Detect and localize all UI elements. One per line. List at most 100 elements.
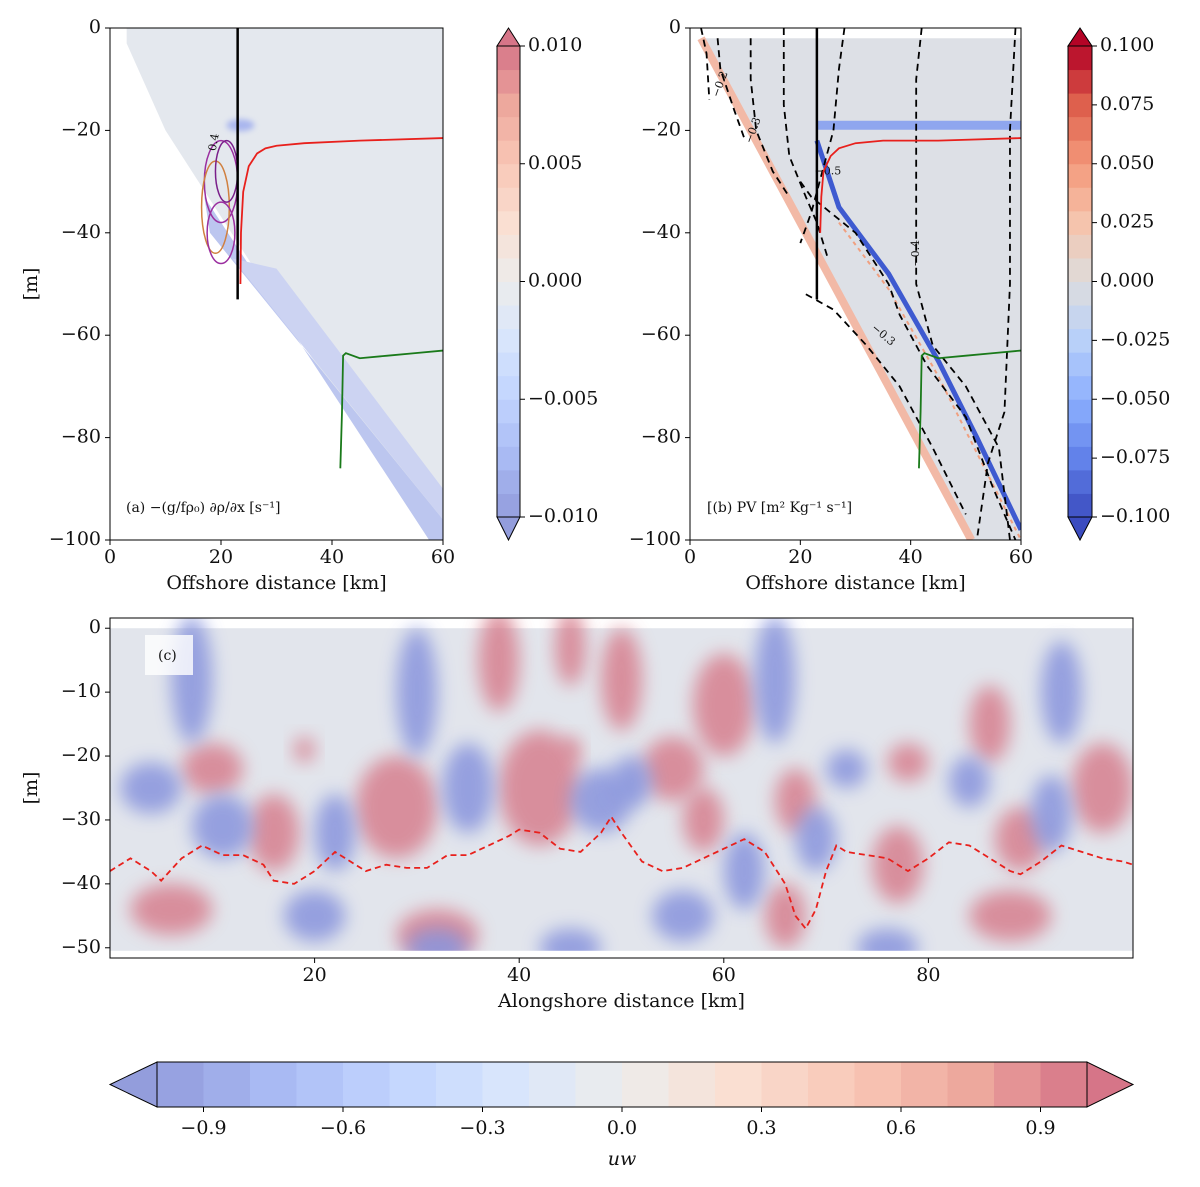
colorbar-band	[715, 1062, 762, 1107]
line	[239, 137, 443, 285]
colorbar-extend	[496, 27, 521, 47]
y-tick-label: 0	[89, 16, 101, 38]
x-tick-label: 80	[916, 964, 940, 986]
field-negative	[232, 258, 443, 520]
y-tick-label: −100	[629, 528, 681, 550]
contour-blob	[652, 890, 714, 942]
plot-area	[110, 618, 1133, 958]
contour-blob	[723, 832, 765, 910]
x-tick-label: 40	[507, 964, 531, 986]
colorbar-tick-label: −0.050	[1100, 387, 1170, 409]
colorbar-tick-label: 0.000	[528, 270, 582, 292]
colorbar-band	[436, 1062, 483, 1107]
colorbar-band	[1040, 1062, 1088, 1107]
colorbar-band	[1068, 210, 1092, 235]
colorbar-band	[622, 1062, 669, 1107]
contour-blob	[191, 794, 254, 859]
contour-blob	[887, 743, 929, 782]
colorbar-label: uw	[608, 1148, 637, 1170]
x-axis-label: Alongshore distance [km]	[497, 990, 745, 1012]
field	[701, 38, 1021, 540]
contour-label: −0.4	[909, 240, 922, 267]
contour-blob	[764, 883, 806, 948]
field-negative	[204, 196, 443, 540]
colorbar-extend	[1067, 516, 1093, 542]
x-tick-label: 40	[899, 546, 923, 568]
colorbar-band	[497, 116, 520, 141]
annotation-box	[145, 635, 193, 675]
colorbar-band	[497, 422, 520, 447]
diag-negative	[814, 139, 1021, 531]
contour-blob	[560, 736, 581, 763]
colorbar-extend	[1086, 1061, 1135, 1108]
axes-frame	[109, 617, 1134, 959]
colorbar-band	[497, 163, 520, 188]
contour-blob	[120, 762, 182, 814]
colorbar-band	[1068, 116, 1092, 141]
colorbar-extend	[496, 516, 521, 542]
pv-contour	[915, 28, 1011, 540]
colorbar-tick-label: 0.010	[528, 34, 582, 56]
y-tick-label: −50	[61, 936, 101, 958]
contour-blob	[294, 736, 315, 763]
contour-blob	[555, 618, 586, 686]
axes-frame	[689, 27, 1022, 541]
contour-blob	[478, 618, 520, 712]
y-axis-label: [m]	[20, 772, 42, 805]
contour-blob	[442, 743, 494, 833]
colorbar-band	[497, 352, 520, 377]
contour-blob	[754, 618, 796, 744]
contour-blob	[682, 787, 724, 852]
colorbar-band	[668, 1062, 716, 1107]
colorbar-band	[157, 1062, 204, 1107]
x-tick-label: 20	[788, 546, 812, 568]
contour-blob	[948, 756, 990, 808]
colorbar-tick-label: −0.005	[528, 387, 598, 409]
colorbar-band	[497, 187, 520, 212]
line	[918, 349, 1021, 469]
colorbar-band	[1068, 281, 1092, 306]
contour-blob	[1040, 640, 1082, 744]
contour-blob	[406, 928, 469, 958]
colorbar-tick-label: −0.025	[1100, 328, 1170, 350]
x-tick-label: 0	[104, 546, 116, 568]
y-tick-label: −20	[641, 118, 681, 140]
y-tick-label: 0	[89, 616, 101, 638]
y-tick-label: −80	[61, 426, 101, 448]
contour-blob	[181, 743, 243, 795]
colorbar-band	[1068, 187, 1092, 212]
contour-blob	[826, 749, 868, 789]
pv-contour	[805, 293, 967, 515]
colorbar-tick-label: 0.025	[1100, 211, 1154, 233]
y-tick-label: −20	[61, 118, 101, 140]
y-tick-label: −40	[61, 872, 101, 894]
colorbar-band	[497, 210, 520, 235]
colorbar-tick-label: 0.100	[1100, 34, 1154, 56]
contour-blob	[856, 928, 919, 958]
plot-area: −0.2−0.3−0.5−0.4−0.3	[697, 28, 1021, 540]
pv-contour	[799, 181, 1017, 540]
colorbar-band	[482, 1062, 530, 1107]
colorbar-band	[575, 1062, 623, 1107]
colorbar-band	[250, 1062, 297, 1107]
line	[110, 815, 1133, 931]
colorbar-band	[497, 493, 520, 518]
y-tick-label: −10	[61, 680, 101, 702]
y-tick-label: −60	[641, 323, 681, 345]
colorbar-band	[497, 305, 520, 330]
colorbar-band	[203, 1062, 251, 1107]
x-axis-label: Offshore distance [km]	[166, 572, 386, 594]
contour-blob	[171, 618, 213, 744]
x-tick-label: 60	[1009, 546, 1033, 568]
field-spot	[226, 119, 255, 132]
colorbar-band	[389, 1062, 437, 1107]
contour-ring	[206, 201, 236, 265]
colorbar-tick-label: 0.000	[1100, 270, 1154, 292]
pv-contour	[700, 28, 711, 100]
colorbar-band	[1068, 163, 1092, 188]
colorbar-band	[497, 234, 520, 259]
contour-blob	[795, 807, 837, 872]
contour-blob	[314, 794, 356, 872]
contour-blob	[601, 628, 642, 731]
